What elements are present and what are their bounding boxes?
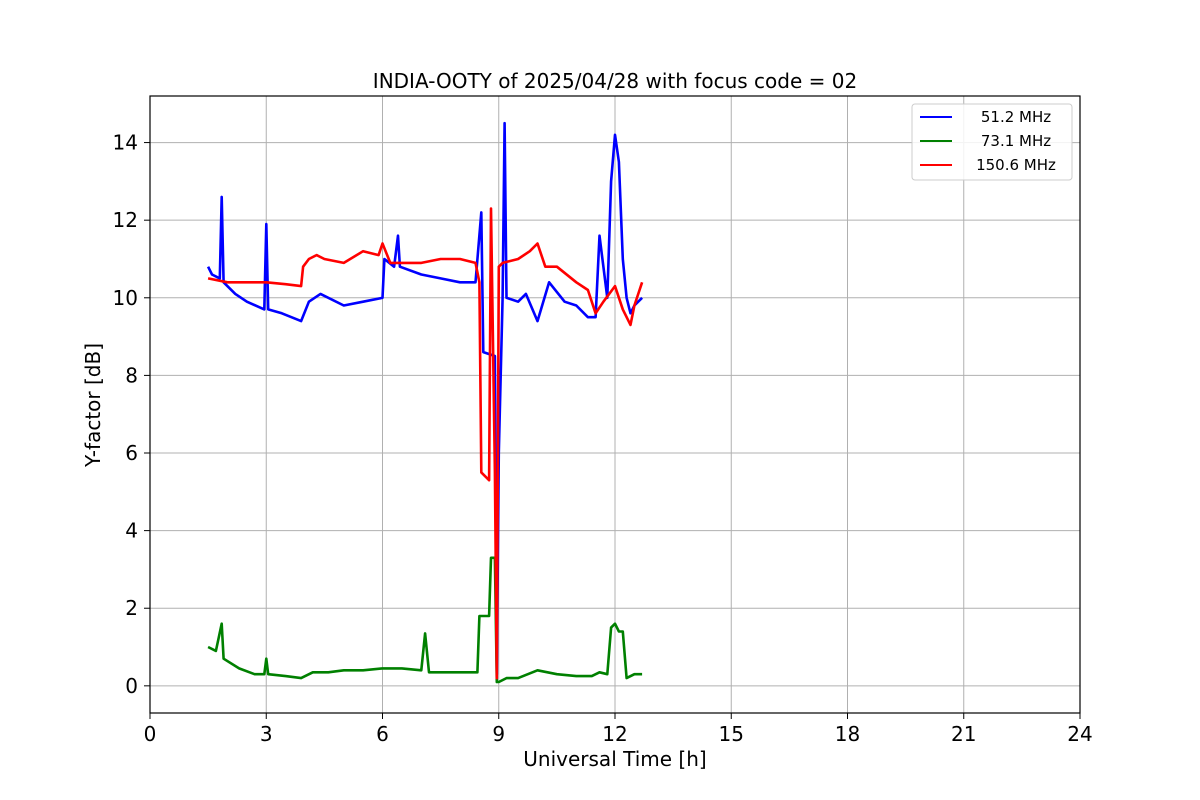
legend-label-51-2-mhz: 51.2 MHz	[981, 108, 1051, 126]
y-tick-label: 2	[125, 596, 138, 620]
legend-box	[911, 103, 1073, 181]
chart-title: INDIA-OOTY of 2025/04/28 with focus code…	[373, 69, 857, 93]
series-line-51-2-mhz	[206, 121, 644, 676]
x-tick-label: 9	[492, 722, 505, 746]
legend-label-73-1-mhz: 73.1 MHz	[981, 132, 1051, 150]
x-tick-label: 15	[719, 722, 744, 746]
series-line-73-1-mhz	[207, 556, 643, 684]
x-axis-label: Universal Time [h]	[523, 747, 706, 771]
x-tick-label: 21	[951, 722, 976, 746]
y-tick-label: 12	[113, 208, 138, 232]
x-tick-label: 3	[260, 722, 273, 746]
legend-label-150-6-mhz: 150.6 MHz	[976, 156, 1056, 174]
series-line-150-6-mhz	[207, 207, 644, 680]
x-tick-label: 18	[835, 722, 860, 746]
y-tick-label: 10	[113, 286, 138, 310]
series-group	[206, 121, 644, 684]
x-tick-label: 6	[376, 722, 389, 746]
y-axis-label: Y-factor [dB]	[81, 343, 105, 468]
legend: 51.2 MHz 73.1 MHz 150.6 MHz	[911, 103, 1073, 181]
y-tick-label: 6	[125, 441, 138, 465]
x-tick-label: 0	[144, 722, 157, 746]
x-tick-label: 12	[602, 722, 627, 746]
y-tick-label: 4	[125, 519, 138, 543]
x-tick-label: 24	[1067, 722, 1092, 746]
y-tick-label: 14	[113, 131, 138, 155]
y-tick-label: 8	[125, 363, 138, 387]
y-tick-label: 0	[125, 674, 138, 698]
